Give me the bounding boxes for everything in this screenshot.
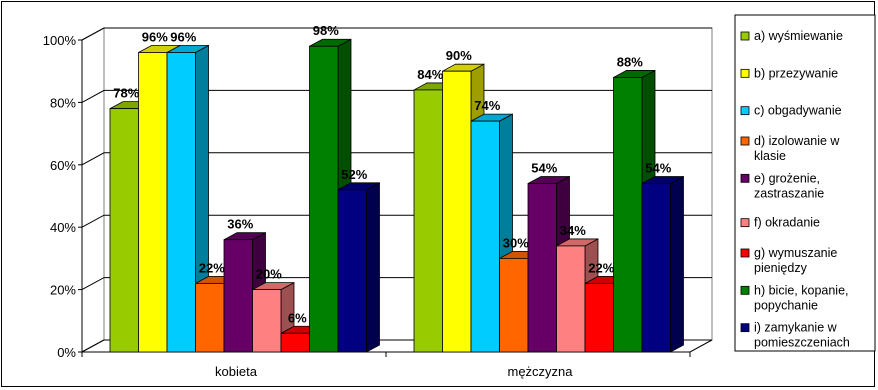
bar-front	[138, 52, 168, 353]
legend-label: g) wymuszanie pieniędzy	[754, 246, 837, 275]
legend-swatch	[740, 106, 750, 116]
data-label: 52%	[341, 167, 367, 182]
category-label: mężczyzna	[507, 364, 573, 379]
bar-front	[442, 70, 472, 353]
bar-side	[670, 175, 684, 353]
y-tick-label: 60%	[50, 158, 76, 173]
legend-swatch	[740, 323, 750, 333]
bar-front	[109, 108, 139, 353]
legend-item: h) bicie, kopanie, popychanie	[740, 283, 849, 312]
category-label: kobieta	[215, 364, 258, 379]
legend-item: g) wymuszanie pieniędzy	[740, 246, 837, 275]
legend-item: c) obgadywanie	[740, 104, 842, 118]
gridline	[81, 27, 712, 41]
legend-label: i) zamykanie w pomieszczeniach	[754, 321, 850, 350]
legend-label: b) przezywanie	[754, 66, 838, 80]
data-label: 6%	[288, 310, 307, 325]
legend-label: h) bicie, kopanie, popychanie	[754, 283, 849, 312]
category-labels: kobieta mężczyzna	[215, 364, 573, 379]
gridline	[81, 89, 712, 103]
legend-swatch	[740, 136, 750, 146]
bar	[252, 281, 295, 353]
legend-swatch	[740, 218, 750, 228]
legend-swatch	[740, 285, 750, 295]
data-label: 36%	[227, 217, 253, 232]
data-label: 98%	[313, 23, 339, 38]
legend-item: i) zamykanie w pomieszczeniach	[740, 321, 850, 350]
y-tick-label: 20%	[50, 283, 76, 298]
side-wall	[81, 27, 105, 353]
legend-label: e) grożenie, zastraszanie	[754, 171, 824, 200]
bar-front	[584, 282, 614, 353]
data-label: 88%	[617, 54, 643, 69]
legend-box	[734, 14, 876, 352]
data-label: 78%	[113, 86, 139, 101]
data-label: 96%	[170, 29, 196, 44]
y-tick-label: 80%	[50, 95, 76, 110]
data-label: 30%	[503, 235, 529, 250]
y-tick-labels: 0% 20% 40% 60% 80% 100%	[43, 33, 77, 360]
data-labels: 78% 96% 96% 22% 36% 20% 6% 98% 52% 84%90% 74% 30% 54…	[113, 23, 671, 325]
data-label: 84%	[417, 67, 443, 82]
bar-front	[223, 239, 253, 353]
y-tick-label: 100%	[43, 33, 77, 48]
legend-swatch	[740, 173, 750, 183]
bar-front	[641, 183, 671, 353]
bar-front	[280, 332, 310, 353]
data-label: 54%	[531, 161, 557, 176]
legend-label: a) wyśmiewanie	[754, 29, 843, 43]
legend-label: f) okradanie	[754, 216, 820, 230]
legend-swatch	[740, 68, 750, 78]
data-label: 20%	[256, 267, 282, 282]
data-label: 34%	[560, 223, 586, 238]
legend-item: e) grożenie, zastraszanie	[740, 171, 824, 200]
legend-item: f) okradanie	[740, 216, 820, 230]
legend-label: c) obgadywanie	[754, 104, 842, 118]
data-label: 22%	[588, 260, 614, 275]
legend-item: b) przezywanie	[740, 66, 838, 80]
y-tick-label: 0%	[57, 345, 76, 360]
bar-front	[413, 89, 443, 353]
bar	[337, 182, 380, 353]
legend-label: d) izolowanie w klasie	[754, 134, 840, 163]
bar-front	[499, 257, 529, 353]
bar-front	[252, 289, 282, 353]
legend-item: d) izolowanie w klasie	[740, 134, 840, 163]
bar-front	[613, 77, 643, 353]
bar-front	[166, 52, 196, 353]
bar-front	[556, 245, 586, 353]
legend-swatch	[740, 248, 750, 258]
bar-front	[309, 45, 339, 353]
bar-front	[527, 183, 557, 353]
bars	[109, 38, 684, 353]
bar-front	[195, 282, 225, 353]
data-label: 22%	[199, 260, 225, 275]
legend: a) wyśmiewanie b) przezywanie c) obgadywan…	[734, 14, 876, 352]
data-label: 54%	[645, 161, 671, 176]
bar	[641, 175, 684, 353]
bar-front	[470, 120, 500, 353]
legend-swatch	[740, 31, 750, 41]
data-label: 90%	[446, 48, 472, 63]
y-tick-label: 40%	[50, 220, 76, 235]
data-label: 96%	[142, 29, 168, 44]
data-label: 74%	[474, 98, 500, 113]
bar-front	[337, 189, 367, 353]
bar-side	[366, 182, 380, 353]
legend-item: a) wyśmiewanie	[740, 29, 843, 43]
